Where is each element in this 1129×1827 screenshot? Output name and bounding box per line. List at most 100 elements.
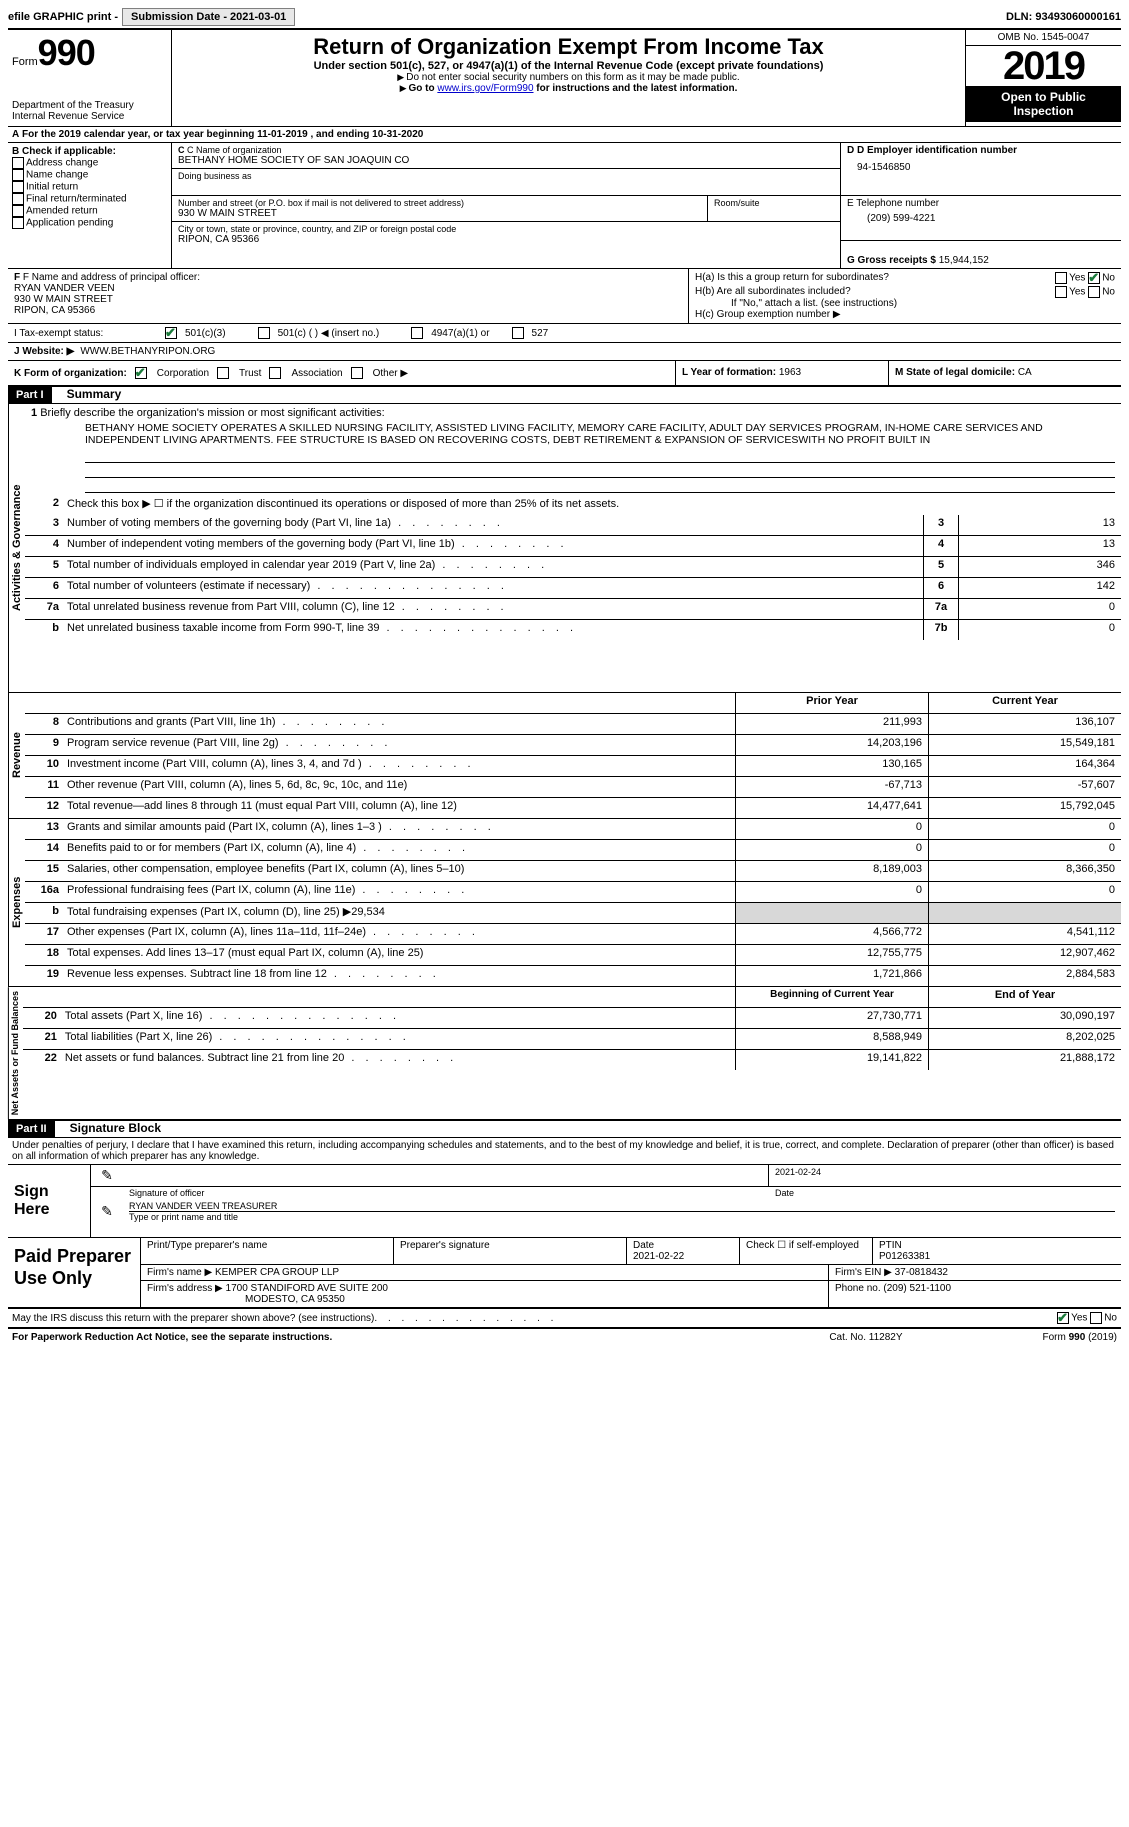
part-ii-title: Signature Block — [58, 1121, 161, 1135]
footer-row: For Paperwork Reduction Act Notice, see … — [8, 1329, 1121, 1346]
line15-prior: 8,189,003 — [735, 861, 928, 881]
end-year-header: End of Year — [928, 987, 1121, 1007]
line11-current: -57,607 — [928, 777, 1121, 797]
checkbox-corp[interactable] — [135, 367, 147, 379]
firm-phone: (209) 521-1100 — [883, 1283, 951, 1294]
line8-current: 136,107 — [928, 714, 1121, 734]
revenue-section: Revenue Prior Year Current Year 8 Contri… — [8, 692, 1121, 818]
org-name-label: C Name of organization — [187, 145, 282, 155]
line1-label: Briefly describe the organization's miss… — [40, 407, 384, 419]
col-b-checkboxes: B Check if applicable: Address change Na… — [8, 143, 172, 268]
line19-prior: 1,721,866 — [735, 966, 928, 986]
officer-name: RYAN VANDER VEEN TREASURER — [129, 1201, 1115, 1212]
line14-prior: 0 — [735, 840, 928, 860]
checkbox-4947[interactable] — [411, 327, 423, 339]
vert-label-netassets: Net Assets or Fund Balances — [8, 987, 23, 1119]
line20-current: 30,090,197 — [928, 1008, 1121, 1028]
note-link-row: Go to www.irs.gov/Form990 for instructio… — [176, 83, 961, 94]
checkbox-527[interactable] — [512, 327, 524, 339]
check-if-self-employed: Check ☐ if self-employed — [740, 1238, 873, 1264]
checkbox-other[interactable] — [351, 367, 363, 379]
line13-current: 0 — [928, 819, 1121, 839]
pen-icon: ✎ — [91, 1165, 123, 1186]
line19-current: 2,884,583 — [928, 966, 1121, 986]
checkbox-mayirs-no[interactable] — [1090, 1312, 1102, 1324]
form-page: efile GRAPHIC print - Submission Date - … — [0, 0, 1129, 1354]
col-d-right: D D Employer identification number 94-15… — [840, 143, 1121, 268]
checkbox-amended[interactable] — [12, 205, 24, 217]
line18-current: 12,907,462 — [928, 945, 1121, 965]
line8-prior: 211,993 — [735, 714, 928, 734]
part-i-title: Summary — [55, 387, 122, 401]
checkbox-application-pending[interactable] — [12, 217, 24, 229]
irs-link[interactable]: www.irs.gov/Form990 — [437, 83, 533, 94]
line17-prior: 4,566,772 — [735, 924, 928, 944]
checkbox-hb-no[interactable] — [1088, 286, 1100, 298]
part-i-header: Part I — [8, 387, 52, 403]
line4-label: Number of independent voting members of … — [67, 538, 455, 550]
line16a-current: 0 — [928, 882, 1121, 902]
form-number: 990 — [38, 32, 95, 73]
dept-label: Department of the Treasury Internal Reve… — [12, 100, 167, 122]
submission-date-button[interactable]: Submission Date - 2021-03-01 — [122, 8, 295, 26]
mission-text: BETHANY HOME SOCIETY OPERATES A SKILLED … — [25, 422, 1121, 448]
room-suite-label: Room/suite — [707, 196, 840, 221]
form-subtitle: Under section 501(c), 527, or 4947(a)(1)… — [176, 60, 961, 72]
line5-value: 346 — [958, 557, 1121, 577]
net-assets-section: Net Assets or Fund Balances Beginning of… — [8, 986, 1121, 1121]
beg-year-header: Beginning of Current Year — [735, 987, 928, 1007]
checkbox-name-change[interactable] — [12, 169, 24, 181]
website-row: J Website: ▶ WWW.BETHANYRIPON.ORG — [8, 343, 1121, 361]
form-identifier-box: Form990 Department of the Treasury Inter… — [8, 30, 172, 126]
gross-value: 15,944,152 — [939, 255, 989, 266]
year-box: OMB No. 1545-0047 2019 Open to Public In… — [965, 30, 1121, 126]
street-value: 930 W MAIN STREET — [178, 208, 701, 219]
line10-prior: 130,165 — [735, 756, 928, 776]
year-formation: 1963 — [779, 367, 801, 378]
sign-here-label: Sign Here — [8, 1165, 91, 1237]
form-header: Form990 Department of the Treasury Inter… — [8, 28, 1121, 126]
hc-label: H(c) Group exemption number ▶ — [695, 309, 1115, 320]
dln-label: DLN: 93493060000161 — [1006, 11, 1121, 23]
ha-label: H(a) Is this a group return for subordin… — [695, 272, 889, 284]
vert-label-revenue: Revenue — [8, 693, 25, 818]
checkbox-assoc[interactable] — [269, 367, 281, 379]
line2-label: Check this box ▶ ☐ if the organization d… — [63, 495, 1121, 515]
line22-prior: 19,141,822 — [735, 1050, 928, 1070]
expenses-section: Expenses 13 Grants and similar amounts p… — [8, 818, 1121, 986]
line16a-prior: 0 — [735, 882, 928, 902]
checkbox-initial-return[interactable] — [12, 181, 24, 193]
checkbox-501c[interactable] — [258, 327, 270, 339]
checkbox-mayirs-yes[interactable] — [1057, 1312, 1069, 1324]
line3-label: Number of voting members of the governin… — [67, 517, 391, 529]
line7b-label: Net unrelated business taxable income fr… — [67, 622, 379, 634]
line7a-label: Total unrelated business revenue from Pa… — [67, 601, 395, 613]
checkbox-address-change[interactable] — [12, 157, 24, 169]
firm-name: KEMPER CPA GROUP LLP — [215, 1267, 339, 1278]
checkbox-hb-yes[interactable] — [1055, 286, 1067, 298]
ein-label: D Employer identification number — [857, 145, 1017, 156]
title-box: Return of Organization Exempt From Incom… — [172, 30, 965, 126]
line21-current: 8,202,025 — [928, 1029, 1121, 1049]
line7b-value: 0 — [958, 620, 1121, 640]
row-f-h: F F Name and address of principal office… — [8, 269, 1121, 324]
line12-current: 15,792,045 — [928, 798, 1121, 818]
line9-prior: 14,203,196 — [735, 735, 928, 755]
principal-officer: F F Name and address of principal office… — [8, 269, 688, 323]
checkbox-final-return[interactable] — [12, 193, 24, 205]
footer-left: For Paperwork Reduction Act Notice, see … — [12, 1332, 332, 1343]
line21-prior: 8,588,949 — [735, 1029, 928, 1049]
pen-icon-2: ✎ — [91, 1199, 123, 1224]
checkbox-trust[interactable] — [217, 367, 229, 379]
checkbox-ha-no[interactable] — [1088, 272, 1100, 284]
checkbox-ha-yes[interactable] — [1055, 272, 1067, 284]
website-value: WWW.BETHANYRIPON.ORG — [80, 346, 215, 357]
checkbox-501c3[interactable] — [165, 327, 177, 339]
line17-current: 4,541,112 — [928, 924, 1121, 944]
line3-value: 13 — [958, 515, 1121, 535]
hb-label: H(b) Are all subordinates included? — [695, 286, 851, 298]
section-a: A For the 2019 calendar year, or tax yea… — [8, 126, 1121, 143]
gross-label: G Gross receipts $ — [847, 255, 939, 266]
form-word: Form — [12, 56, 38, 68]
state-domicile: CA — [1018, 367, 1032, 378]
